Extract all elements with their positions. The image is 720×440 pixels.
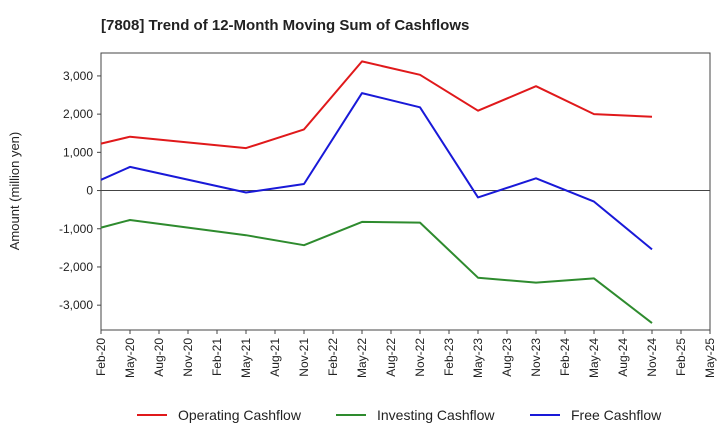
y-tick-label: 3,000 (63, 69, 93, 83)
legend-label-operating-cashflow: Operating Cashflow (178, 407, 302, 423)
y-axis-label: Amount (million yen) (7, 132, 22, 251)
x-tick-label: Nov-20 (181, 338, 195, 377)
y-tick-label: -1,000 (59, 222, 93, 236)
chart-title: [7808] Trend of 12-Month Moving Sum of C… (101, 17, 469, 34)
x-tick-label: Nov-21 (297, 338, 311, 377)
x-tick-label: Aug-20 (152, 338, 166, 377)
plot-border (100, 52, 711, 331)
x-tick-label: Aug-21 (268, 338, 282, 377)
x-tick-label: Feb-20 (94, 338, 108, 376)
legend: Operating Cashflow Investing Cashflow Free… (137, 407, 662, 423)
x-tick-label: May-20 (123, 338, 137, 378)
x-axis-ticks: Feb-20 May-20 Aug-20 Nov-20 Feb-21 May-21 Aug-… (94, 330, 717, 378)
plot-area-background (101, 53, 710, 330)
x-tick-label: Aug-24 (616, 338, 630, 377)
series-line-free-cashflow (100, 92, 653, 251)
x-tick-label: Nov-24 (645, 338, 659, 377)
y-tick-label: -3,000 (59, 298, 93, 312)
legend-label-free-cashflow: Free Cashflow (571, 407, 662, 423)
y-axis-ticks: 3,000 2,000 1,000 0 -1,000 -2,000 -3,000 (59, 69, 101, 312)
x-tick-label: May-21 (239, 338, 253, 378)
x-tick-label: May-23 (471, 338, 485, 378)
x-tick-label: Aug-22 (384, 338, 398, 377)
plot-frame (100, 52, 711, 331)
y-tick-label: 1,000 (63, 145, 93, 159)
x-tick-label: Feb-25 (674, 338, 688, 376)
series-line-operating-cashflow (100, 60, 653, 150)
x-tick-label: Feb-24 (558, 338, 572, 376)
x-tick-label: Nov-22 (413, 338, 427, 377)
x-tick-label: May-22 (355, 338, 369, 378)
x-tick-label: May-25 (703, 338, 717, 378)
y-tick-label: 0 (86, 184, 93, 198)
x-tick-label: Feb-22 (326, 338, 340, 376)
y-tick-label: -2,000 (59, 260, 93, 274)
x-tick-label: Feb-23 (442, 338, 456, 376)
x-tick-label: May-24 (587, 338, 601, 378)
x-tick-label: Nov-23 (529, 338, 543, 377)
series-line-investing-cashflow (100, 219, 653, 324)
y-tick-label: 2,000 (63, 107, 93, 121)
x-tick-label: Feb-21 (210, 338, 224, 376)
x-tick-label: Aug-23 (500, 338, 514, 377)
legend-label-investing-cashflow: Investing Cashflow (377, 407, 495, 423)
series-lines (100, 60, 653, 324)
